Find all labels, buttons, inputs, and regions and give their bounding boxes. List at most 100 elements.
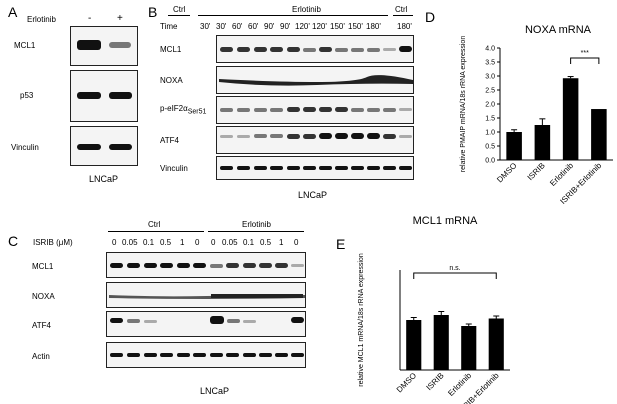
dose-1: 0.05 (122, 238, 138, 247)
time-2: 60' (232, 22, 243, 31)
noxa-chart-xtick-label-0: DMSO (495, 161, 518, 184)
time-1: 30' (216, 22, 227, 31)
time-10: 180' (366, 22, 381, 31)
noxa-chart-title: NOXA mRNA (525, 24, 592, 36)
panel-a-letter: A (8, 4, 18, 20)
noxa-chart-ytick-label-3: 1.5 (485, 116, 495, 123)
blot-label-mcl1-a: MCL1 (14, 41, 36, 50)
time-label: Time (160, 22, 178, 31)
dose-10: 1 (279, 238, 284, 247)
noxa-chart-bar-1 (534, 125, 551, 160)
time-7: 120' (312, 22, 327, 31)
mcl1-chart-bar-2 (461, 326, 477, 370)
dose-11: 0 (294, 238, 299, 247)
mcl1-chart-bar-0 (406, 320, 422, 370)
erlotinib-label-b: Erlotinib (292, 5, 321, 14)
blot-atf4-c (106, 311, 306, 337)
noxa-chart-bar-3 (591, 109, 607, 160)
blot-label-atf4-c: ATF4 (32, 321, 51, 330)
mcl1-chart-bar-1 (433, 315, 449, 370)
time-3: 60' (248, 22, 259, 31)
blot-label-p53-a: p53 (20, 91, 34, 100)
blot-atf4-b (216, 126, 414, 154)
dose-6: 0 (211, 238, 216, 247)
noxa-mrna-chart: NOXA mRNA relative PMAIP mRNA/18s rRNA ex… (460, 24, 613, 205)
mcl1-chart-title: MCL1 mRNA (413, 215, 478, 227)
dose-2: 0.1 (143, 238, 155, 247)
time-6: 120' (295, 22, 310, 31)
panel-e-letter: E (336, 236, 346, 252)
noxa-chart-xtick-label-2: Erlotinib (548, 161, 575, 188)
noxa-chart-ylabel: relative PMAIP mRNA/18s rRNA expression (460, 36, 467, 173)
mcl1-mrna-chart: MCL1 mRNA relative MCL1 mRNA/18s rRNA exp… (358, 215, 510, 404)
time-4: 90' (264, 22, 275, 31)
blot-p53-a (70, 70, 138, 122)
blot-actin-c (106, 342, 306, 368)
mcl1-chart-xtick-label-1: ISRIB (425, 371, 446, 392)
minus-sign: - (88, 13, 92, 24)
blot-label-atf4-b: ATF4 (160, 136, 179, 145)
blot-mcl1-c (106, 252, 306, 278)
erlotinib-treatment-label: Erlotinib (27, 15, 56, 24)
ctrl-label-b-right: Ctrl (395, 5, 408, 14)
time-11: 180' (397, 22, 412, 31)
ctrl-bracket-b-left (168, 15, 190, 16)
plus-sign: + (117, 13, 123, 24)
blot-noxa-c (106, 282, 306, 308)
time-5: 90' (280, 22, 291, 31)
noxa-chart-ytick-label-2: 1.0 (485, 130, 495, 137)
dose-7: 0.05 (222, 238, 238, 247)
ctrl-label-c: Ctrl (148, 220, 161, 229)
blot-label-mcl1-c: MCL1 (32, 262, 54, 271)
mcl1-chart-sig-label: n.s. (449, 265, 460, 272)
time-8: 150' (330, 22, 345, 31)
erlotinib-bracket-b (198, 15, 388, 16)
noxa-chart-ytick-label-5: 2.5 (485, 88, 495, 95)
dose-3: 0.5 (160, 238, 172, 247)
noxa-chart-ytick-label-7: 3.5 (485, 60, 495, 67)
noxa-chart-bar-0 (506, 132, 522, 160)
mcl1-chart-sig-bracket (413, 272, 497, 279)
panel-b-letter: B (148, 4, 158, 20)
noxa-chart-ytick-label-1: 0.5 (485, 144, 495, 151)
blot-vinculin-b (216, 156, 414, 180)
blot-label-noxa-c: NOXA (32, 292, 55, 301)
time-9: 150' (348, 22, 363, 31)
dose-5: 0 (195, 238, 200, 247)
ctrl-label-b-left: Ctrl (173, 5, 186, 14)
cell-line-label-b: LNCaP (298, 190, 328, 200)
blot-label-noxa-b: NOXA (160, 76, 183, 85)
panel-c-letter: C (8, 233, 19, 249)
noxa-chart-ytick-label-0: 0.0 (485, 158, 495, 165)
blot-label-peif2a-b: p-eIF2αSer51 (160, 104, 207, 116)
noxa-chart-bar-2 (562, 78, 579, 160)
blot-mcl1-b (216, 35, 414, 63)
blot-vinculin-a (70, 126, 138, 166)
noxa-chart-ytick-label-8: 4.0 (485, 46, 495, 53)
isrib-label: ISRIB (μM) (33, 238, 73, 247)
blot-label-actin-c: Actin (32, 352, 50, 361)
blot-label-vinculin-b: Vinculin (160, 164, 188, 173)
mcl1-chart-xtick-label-0: DMSO (395, 371, 418, 394)
erlotinib-bracket-c (208, 231, 304, 232)
dose-4: 1 (180, 238, 185, 247)
mcl1-chart-ylabel: relative MCL1 mRNA/18s rRNA expression (358, 253, 365, 387)
dose-9: 0.5 (260, 238, 272, 247)
dose-8: 0.1 (243, 238, 255, 247)
noxa-chart-ytick-label-4: 2.0 (485, 102, 495, 109)
noxa-chart-xtick-label-1: ISRIB (526, 161, 547, 182)
ctrl-bracket-b-right (393, 15, 413, 16)
time-0: 30' (200, 22, 211, 31)
blot-peif2a-b (216, 96, 414, 124)
cell-line-label-a: LNCaP (89, 174, 119, 184)
erlotinib-label-c: Erlotinib (242, 220, 271, 229)
blot-label-vinculin-a: Vinculin (11, 143, 39, 152)
blot-label-mcl1-b: MCL1 (160, 45, 182, 54)
blot-noxa-b (216, 66, 414, 94)
dose-0: 0 (112, 238, 117, 247)
mcl1-chart-xtick-label-2: Erlotinib (446, 371, 473, 398)
noxa-chart-ytick-label-6: 3.0 (485, 74, 495, 81)
noxa-chart-sig-bracket (570, 57, 600, 64)
mcl1-chart-bar-3 (488, 318, 504, 370)
panel-d-letter: D (425, 9, 436, 25)
